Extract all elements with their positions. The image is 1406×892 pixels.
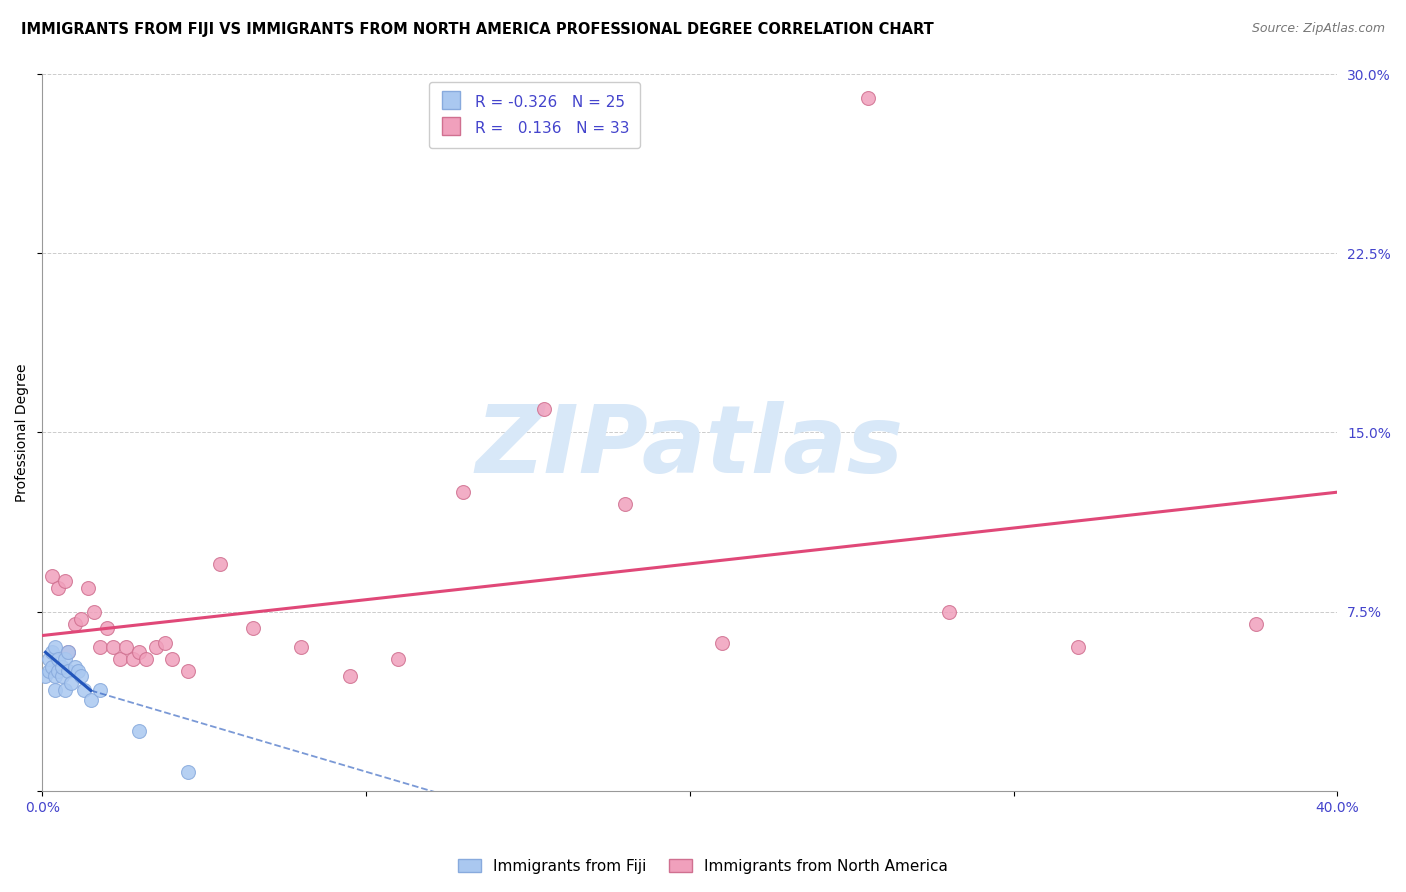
Point: [160, 652, 183, 666]
Point: [128, 645, 150, 659]
Point: [209, 557, 232, 571]
Point: [76, 581, 98, 595]
Point: [89, 683, 111, 698]
Point: [41, 659, 63, 673]
Point: [1067, 640, 1090, 655]
Point: [115, 640, 138, 655]
Point: [38, 665, 60, 679]
Legend: R = -0.326   N = 25, R =   0.136   N = 33: R = -0.326 N = 25, R = 0.136 N = 33: [429, 82, 640, 148]
Point: [66, 665, 89, 679]
Point: [63, 659, 86, 673]
Point: [80, 693, 103, 707]
Point: [51, 659, 73, 673]
Point: [121, 652, 143, 666]
Point: [83, 605, 105, 619]
Point: [856, 91, 879, 105]
Text: ZIPatlas: ZIPatlas: [475, 401, 904, 492]
Point: [339, 669, 361, 683]
Point: [41, 645, 63, 659]
Legend: Immigrants from Fiji, Immigrants from North America: Immigrants from Fiji, Immigrants from No…: [451, 853, 955, 880]
Point: [89, 640, 111, 655]
Point: [56, 645, 79, 659]
Point: [70, 669, 93, 683]
Point: [938, 605, 960, 619]
Point: [38, 652, 60, 666]
Point: [242, 621, 264, 635]
Point: [53, 574, 76, 588]
Point: [56, 665, 79, 679]
Point: [70, 612, 93, 626]
Point: [451, 485, 474, 500]
Point: [177, 764, 200, 779]
Point: [290, 640, 312, 655]
Point: [145, 640, 167, 655]
Point: [60, 676, 83, 690]
Text: Source: ZipAtlas.com: Source: ZipAtlas.com: [1251, 22, 1385, 36]
Point: [155, 636, 177, 650]
Point: [53, 683, 76, 698]
Point: [533, 401, 555, 416]
Point: [63, 616, 86, 631]
Point: [387, 652, 409, 666]
Point: [711, 636, 734, 650]
Point: [44, 669, 66, 683]
Point: [103, 640, 125, 655]
Text: IMMIGRANTS FROM FIJI VS IMMIGRANTS FROM NORTH AMERICA PROFESSIONAL DEGREE CORREL: IMMIGRANTS FROM FIJI VS IMMIGRANTS FROM …: [21, 22, 934, 37]
Point: [41, 569, 63, 583]
Point: [48, 665, 70, 679]
Point: [128, 724, 150, 739]
Point: [1246, 616, 1268, 631]
Point: [34, 669, 56, 683]
Point: [73, 683, 96, 698]
Point: [614, 497, 637, 511]
Y-axis label: Professional Degree: Professional Degree: [15, 363, 30, 501]
Point: [44, 683, 66, 698]
Point: [48, 652, 70, 666]
Point: [56, 645, 79, 659]
Point: [44, 640, 66, 655]
Point: [96, 621, 118, 635]
Point: [51, 669, 73, 683]
Point: [135, 652, 157, 666]
Point: [108, 652, 131, 666]
Point: [53, 652, 76, 666]
Point: [177, 665, 200, 679]
Point: [48, 581, 70, 595]
